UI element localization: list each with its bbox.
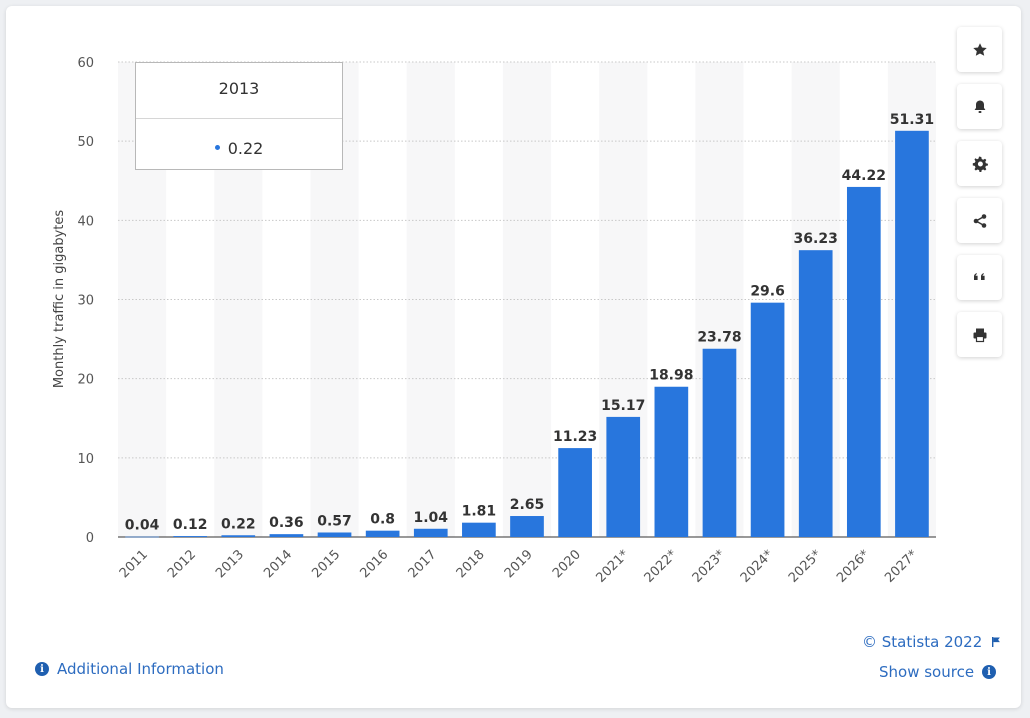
bar bbox=[413, 528, 448, 537]
chart-card: 0 10 20 30 40 50 60 0.04 0.12 0.22 0.36 0.57 0.8 1.0… bbox=[6, 6, 1021, 708]
data-label: 0.22 bbox=[221, 516, 256, 532]
additional-information-text: Additional Information bbox=[57, 660, 224, 678]
data-label: 1.04 bbox=[413, 510, 448, 526]
print-icon bbox=[973, 328, 986, 342]
bar bbox=[173, 536, 208, 537]
gear-icon bbox=[972, 156, 988, 172]
notification-button[interactable] bbox=[957, 84, 1002, 129]
tooltip-title: 2013 bbox=[136, 63, 342, 119]
bar bbox=[317, 532, 352, 537]
y-axis-ticks: 0 10 20 30 40 50 60 bbox=[77, 56, 94, 546]
bar bbox=[750, 302, 785, 537]
value-labels: 0.04 0.12 0.22 0.36 0.57 0.8 1.04 1.81 2.65 11.23… bbox=[125, 112, 934, 534]
bar bbox=[510, 516, 544, 537]
x-tick-label: 2018 bbox=[454, 547, 488, 581]
data-label: 0.36 bbox=[269, 515, 304, 531]
y-tick-label: 0 bbox=[86, 531, 94, 546]
share-icon bbox=[973, 213, 986, 228]
copyright-text: © Statista 2022 bbox=[862, 633, 983, 651]
quote-icon bbox=[973, 272, 985, 280]
y-tick-label: 40 bbox=[77, 214, 94, 229]
data-label: 36.23 bbox=[794, 231, 838, 247]
settings-button[interactable] bbox=[957, 141, 1002, 186]
bar bbox=[269, 534, 304, 537]
data-label: 11.23 bbox=[553, 429, 597, 445]
data-label: 0.12 bbox=[173, 517, 208, 533]
x-tick-label: 2026* bbox=[834, 547, 873, 586]
x-tick-label: 2017 bbox=[406, 547, 440, 581]
bar bbox=[462, 522, 496, 537]
data-label: 18.98 bbox=[649, 368, 693, 384]
bar bbox=[365, 530, 400, 537]
show-source-link[interactable]: Show source i bbox=[879, 663, 997, 681]
data-label: 44.22 bbox=[842, 168, 886, 184]
bar bbox=[654, 386, 689, 537]
data-label: 23.78 bbox=[697, 330, 741, 346]
data-label: 51.31 bbox=[890, 112, 934, 128]
x-axis-ticks: 2011 2012 2013 2014 2015 2016 2017 2018 2019 2020… bbox=[117, 547, 921, 586]
x-tick-label: 2016 bbox=[357, 547, 391, 581]
share-button[interactable] bbox=[957, 198, 1002, 243]
star-icon bbox=[972, 42, 987, 56]
data-label: 1.81 bbox=[462, 504, 497, 520]
tooltip-body: 0.22 bbox=[136, 119, 342, 171]
y-tick-label: 20 bbox=[77, 373, 94, 388]
info-icon: i bbox=[35, 662, 49, 676]
y-tick-label: 10 bbox=[77, 452, 94, 467]
data-label: 2.65 bbox=[510, 497, 545, 513]
y-tick-label: 60 bbox=[77, 56, 94, 71]
show-source-text: Show source bbox=[879, 663, 975, 681]
tooltip-value: 0.22 bbox=[227, 139, 264, 158]
bell-icon bbox=[974, 100, 985, 113]
x-tick-label: 2012 bbox=[165, 547, 199, 581]
x-tick-label: 2022* bbox=[642, 547, 681, 586]
x-tick-label: 2025* bbox=[786, 547, 825, 586]
y-axis-label: Monthly traffic in gigabytes bbox=[52, 210, 67, 389]
x-tick-label: 2020 bbox=[550, 547, 584, 581]
x-tick-label: 2024* bbox=[738, 547, 777, 586]
data-label: 15.17 bbox=[601, 398, 645, 414]
bar bbox=[846, 186, 881, 538]
x-tick-label: 2013 bbox=[213, 547, 247, 581]
x-tick-label: 2019 bbox=[502, 547, 536, 581]
data-label: 0.57 bbox=[317, 513, 352, 529]
series-dot-icon bbox=[214, 145, 220, 150]
bar bbox=[558, 448, 592, 537]
bar bbox=[895, 130, 929, 537]
cite-button[interactable] bbox=[957, 255, 1002, 300]
x-tick-label: 2011 bbox=[117, 547, 151, 581]
x-tick-label: 2027* bbox=[882, 547, 921, 586]
flag-icon bbox=[992, 637, 1001, 647]
info-icon: i bbox=[982, 665, 997, 679]
additional-information-link[interactable]: i Additional Information bbox=[35, 660, 224, 678]
data-label: 0.04 bbox=[125, 518, 160, 534]
y-tick-label: 50 bbox=[77, 135, 94, 150]
bars bbox=[125, 130, 929, 538]
bar bbox=[125, 536, 159, 538]
favorite-button[interactable] bbox=[957, 27, 1002, 72]
bar bbox=[798, 250, 833, 537]
x-tick-label: 2014 bbox=[261, 547, 295, 581]
data-label: 29.6 bbox=[750, 284, 785, 300]
tooltip: 2013 0.22 bbox=[135, 62, 343, 170]
bar bbox=[221, 535, 256, 537]
y-tick-label: 30 bbox=[77, 294, 94, 309]
x-tick-label: 2023* bbox=[690, 547, 729, 586]
x-tick-label: 2015 bbox=[309, 547, 343, 581]
bar bbox=[702, 348, 737, 537]
copyright-link[interactable]: © Statista 2022 bbox=[862, 633, 1002, 651]
bar bbox=[606, 416, 641, 537]
data-label: 0.8 bbox=[370, 512, 395, 528]
print-button[interactable] bbox=[957, 312, 1002, 357]
x-tick-label: 2021* bbox=[593, 547, 632, 586]
